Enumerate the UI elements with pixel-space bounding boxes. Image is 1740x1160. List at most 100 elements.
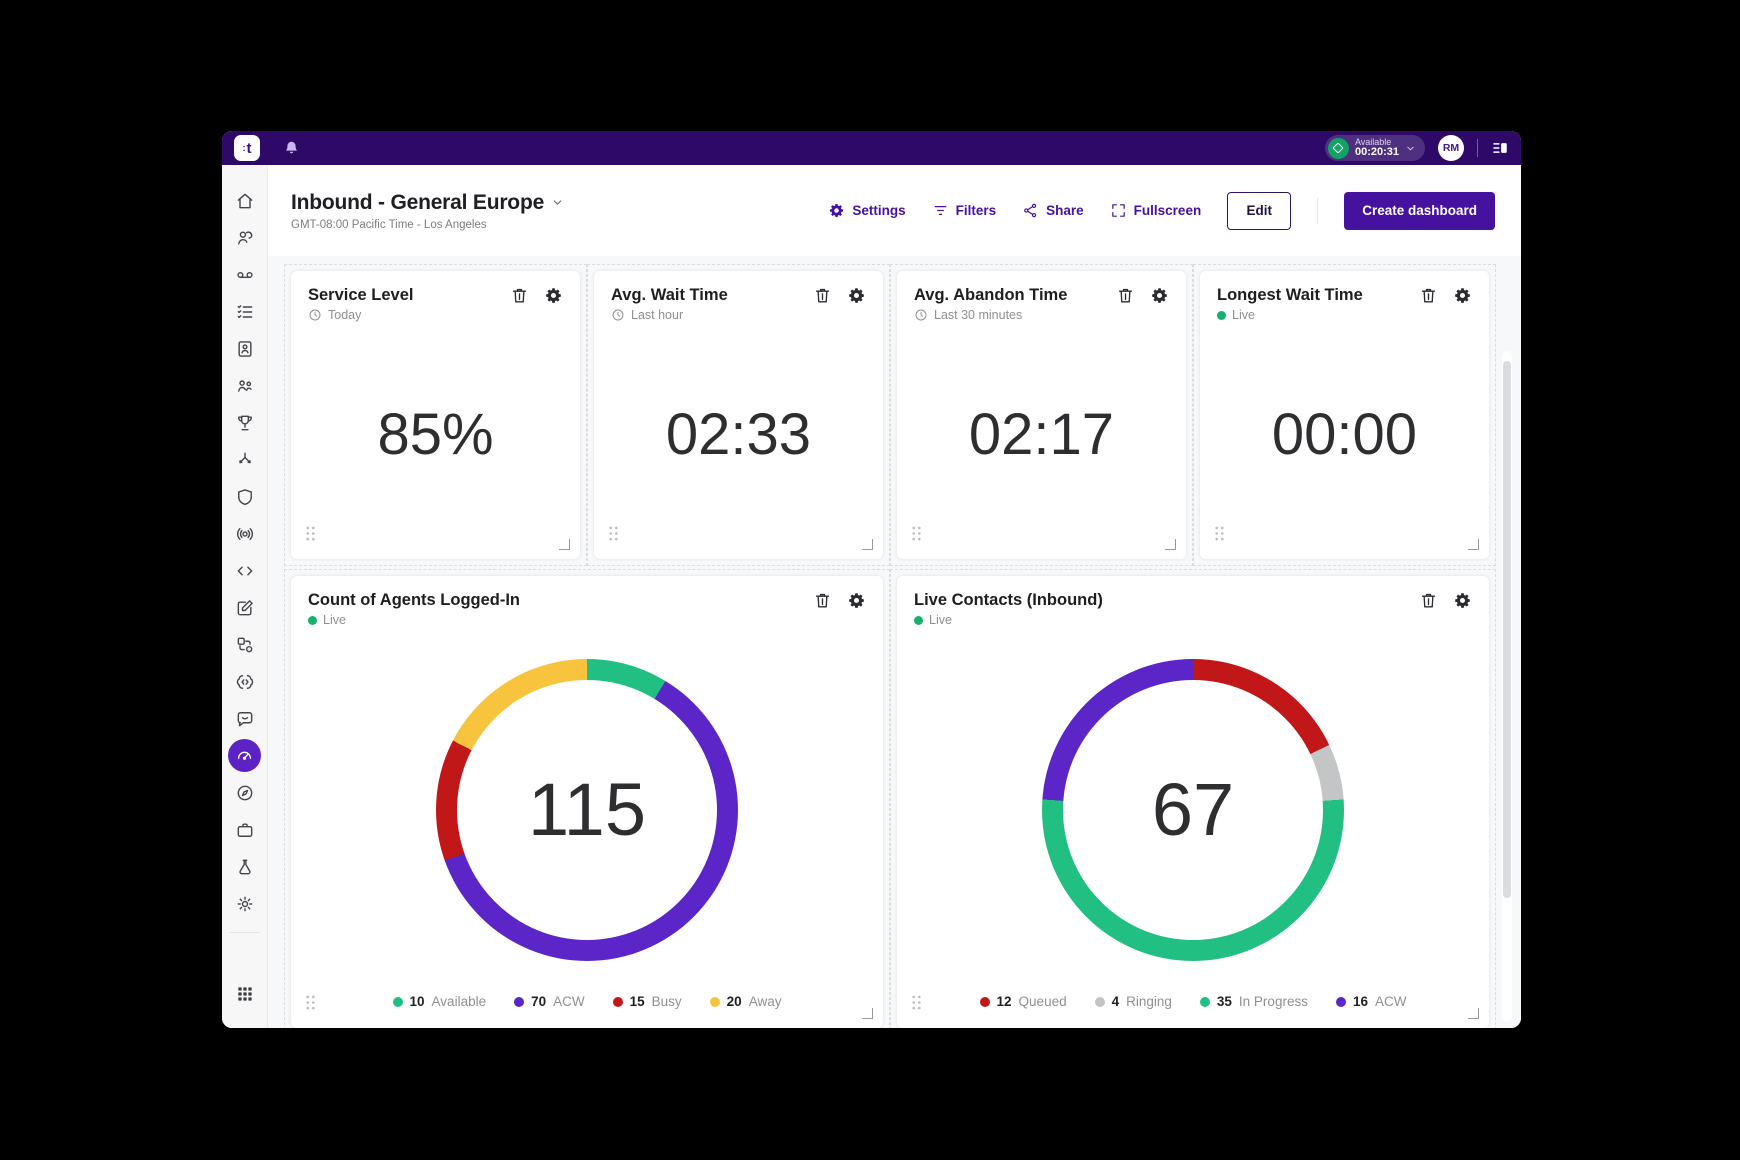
widget-settings-gear-icon[interactable]: [544, 286, 563, 305]
resize-corner[interactable]: [1468, 539, 1479, 550]
notifications-bell-icon[interactable]: [283, 140, 300, 157]
widget-cell: Count of Agents Logged-In Live 115 10 Availa…: [284, 569, 890, 1028]
legend-label: Busy: [651, 994, 682, 1009]
legend-item: 70 ACW: [514, 994, 585, 1009]
logo-dots: :: [242, 143, 246, 153]
side-panel-toggle-icon[interactable]: [1491, 139, 1509, 157]
legend-item: 16 ACW: [1335, 994, 1406, 1009]
app-logo[interactable]: :t: [234, 135, 260, 161]
delete-widget-icon[interactable]: [813, 286, 832, 305]
sidebar-item-compose[interactable]: [222, 589, 268, 626]
legend-item: 12 Queued: [979, 994, 1067, 1009]
gauge-icon: [228, 739, 261, 772]
drag-handle[interactable]: [607, 524, 620, 548]
sidebar-item-voice-analytics[interactable]: [222, 515, 268, 552]
drag-handle[interactable]: [1213, 524, 1226, 548]
drag-handle[interactable]: [304, 524, 317, 548]
clock-icon: [611, 308, 625, 322]
legend-value: 16: [1352, 994, 1368, 1009]
resize-corner[interactable]: [862, 1008, 873, 1019]
legend-item: 15 Busy: [612, 994, 682, 1009]
chat-icon: [235, 709, 255, 729]
voicemail-icon: [235, 265, 255, 285]
widget-cell: Service Level Today 85%: [284, 264, 587, 566]
scrollbar-thumb[interactable]: [1503, 361, 1511, 898]
resize-corner[interactable]: [1468, 1008, 1479, 1019]
sidebar-item-ai-assistant[interactable]: [222, 663, 268, 700]
sidebar-item-gamification[interactable]: [222, 404, 268, 441]
sidebar-item-security[interactable]: [222, 478, 268, 515]
sidebar-item-activities[interactable]: [222, 293, 268, 330]
widget-settings-gear-icon[interactable]: [847, 591, 866, 610]
sidebar-item-conversations[interactable]: [222, 700, 268, 737]
resize-corner[interactable]: [559, 539, 570, 550]
legend-dot-icon: [514, 996, 525, 1007]
contacts-icon: [235, 339, 255, 359]
legend-value: 10: [409, 994, 425, 1009]
sidebar-item-voicemail[interactable]: [222, 256, 268, 293]
sidebar-item-settings[interactable]: [222, 885, 268, 922]
legend-label: ACW: [553, 994, 585, 1009]
scrollbar[interactable]: [1502, 351, 1512, 1022]
widget-settings-gear-icon[interactable]: [847, 286, 866, 305]
sidebar-item-flows[interactable]: [222, 441, 268, 478]
filters-button[interactable]: Filters: [932, 202, 997, 219]
edit-button[interactable]: Edit: [1227, 191, 1292, 230]
delete-widget-icon[interactable]: [813, 591, 832, 610]
legend-item: 20 Away: [709, 994, 781, 1009]
resize-corner[interactable]: [1165, 539, 1176, 550]
home-icon: [235, 191, 255, 211]
kpi-value: 00:00: [1271, 401, 1418, 467]
widget-settings-gear-icon[interactable]: [1150, 286, 1169, 305]
widget-settings-gear-icon[interactable]: [1453, 591, 1472, 610]
widget-title: Longest Wait Time: [1217, 286, 1363, 304]
legend-dot-icon: [979, 996, 990, 1007]
sidebar-item-dashboards[interactable]: [222, 737, 268, 774]
sidebar-item-integrations[interactable]: [222, 626, 268, 663]
sidebar-item-studio[interactable]: [222, 848, 268, 885]
briefcase-icon: [235, 820, 255, 840]
agent-status-pill[interactable]: Available 00:20:31: [1324, 135, 1425, 161]
widget-cell: Longest Wait Time Live 00:00: [1193, 264, 1496, 566]
drag-handle[interactable]: [910, 993, 923, 1017]
widget-settings-gear-icon[interactable]: [1453, 286, 1472, 305]
dashboard-content: Service Level Today 85% Avg. Wait Time Last …: [268, 256, 1521, 1028]
widget-cell: Live Contacts (Inbound) Live 67 12 Queued 4 Ri…: [890, 569, 1496, 1028]
delete-widget-icon[interactable]: [510, 286, 529, 305]
topbar-divider: [1477, 139, 1478, 157]
user-avatar[interactable]: RM: [1438, 135, 1464, 161]
legend-label: Ringing: [1126, 994, 1172, 1009]
sidebar-item-teams[interactable]: [222, 367, 268, 404]
legend-dot-icon: [612, 996, 623, 1007]
sidebar-item-developer[interactable]: [222, 552, 268, 589]
delete-widget-icon[interactable]: [1116, 286, 1135, 305]
status-label: Available: [1354, 136, 1392, 147]
sidebar-item-explore[interactable]: [222, 774, 268, 811]
apps-grid-icon: [235, 984, 255, 1004]
widget-period-label: Last hour: [631, 308, 684, 322]
drag-handle[interactable]: [304, 993, 317, 1017]
sidebar-item-agents[interactable]: [222, 219, 268, 256]
fullscreen-button[interactable]: Fullscreen: [1110, 202, 1201, 219]
legend-value: 4: [1111, 994, 1120, 1009]
delete-widget-icon[interactable]: [1419, 286, 1438, 305]
kpi-card: Avg. Abandon Time Last 30 minutes 02:17: [897, 271, 1186, 559]
sidebar-item-contacts[interactable]: [222, 330, 268, 367]
sidebar-item-apps-launcher[interactable]: [222, 975, 268, 1012]
action-label: Filters: [955, 203, 997, 218]
agent-icon: [235, 228, 255, 248]
sidebar-item-home[interactable]: [222, 182, 268, 219]
settings-button[interactable]: Settings: [828, 202, 906, 219]
fullscreen-icon: [1110, 202, 1127, 219]
logo-letter: t: [246, 139, 252, 157]
drag-handle[interactable]: [910, 524, 923, 548]
legend-item: 10 Available: [392, 994, 486, 1009]
share-button[interactable]: Share: [1022, 202, 1084, 219]
compass-icon: [235, 783, 255, 803]
flask-icon: [235, 857, 255, 877]
resize-corner[interactable]: [862, 539, 873, 550]
sidebar-item-workspace[interactable]: [222, 811, 268, 848]
delete-widget-icon[interactable]: [1419, 591, 1438, 610]
create-dashboard-button[interactable]: Create dashboard: [1344, 191, 1495, 230]
dashboard-selector-chevron-icon[interactable]: [551, 196, 564, 209]
